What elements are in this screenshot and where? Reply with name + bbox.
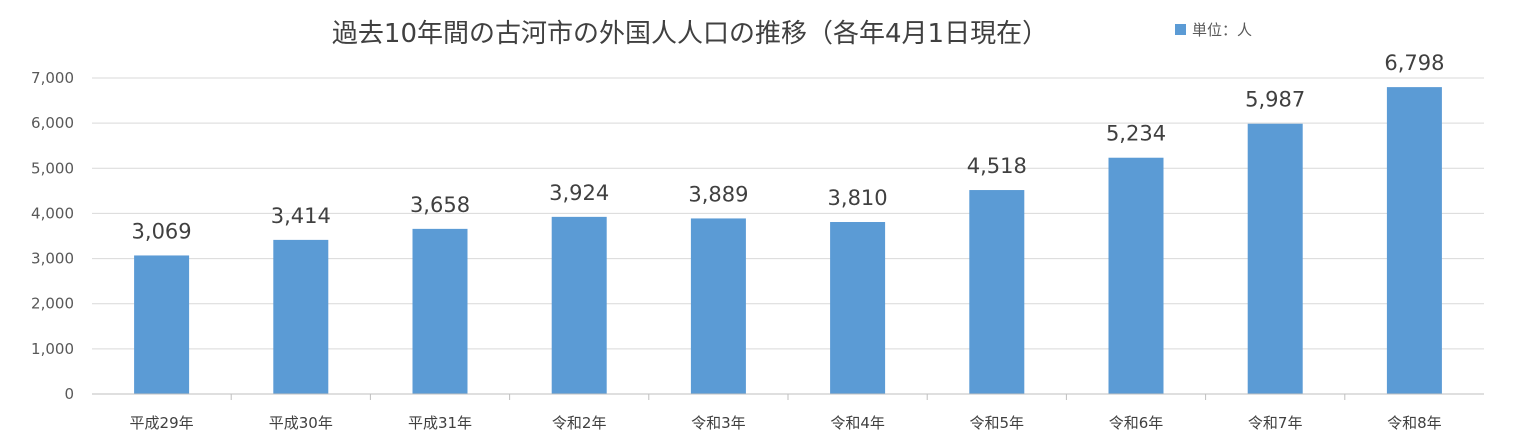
x-category-label: 令和5年 (970, 414, 1025, 432)
data-label: 3,658 (410, 193, 470, 217)
chart-title: 過去10年間の古河市の外国人人口の推移（各年4月1日現在） (332, 19, 1048, 49)
y-tick-label: 6,000 (31, 114, 74, 132)
x-category-label: 令和6年 (1109, 414, 1164, 432)
bar (1386, 87, 1442, 394)
y-axis-ticks: 0 1,000 2,000 3,000 4,000 5,000 6,000 7,000 (31, 69, 74, 403)
data-label: 6,798 (1384, 51, 1444, 75)
legend-label: 単位：人 (1192, 21, 1252, 39)
data-label: 5,234 (1106, 122, 1166, 146)
y-tick-label: 0 (64, 385, 74, 403)
data-label: 3,414 (271, 204, 331, 228)
y-tick-label: 2,000 (31, 295, 74, 313)
x-category-label: 令和2年 (552, 414, 607, 432)
y-tick-label: 4,000 (31, 204, 74, 222)
legend-swatch (1175, 24, 1186, 35)
x-category-label: 平成29年 (130, 414, 194, 432)
y-tick-label: 5,000 (31, 159, 74, 177)
bars (134, 87, 1442, 395)
data-label: 3,924 (549, 181, 609, 205)
bar (690, 218, 746, 394)
x-category-label: 平成30年 (269, 414, 333, 432)
bar (1247, 123, 1303, 395)
bar (1108, 157, 1164, 394)
bar (551, 216, 607, 394)
data-label: 3,889 (688, 182, 748, 206)
data-label: 5,987 (1245, 88, 1305, 112)
data-label: 4,518 (967, 154, 1027, 178)
bar (830, 222, 886, 394)
x-category-label: 令和8年 (1387, 414, 1442, 432)
data-labels: 3,069 3,414 3,658 3,924 3,889 3,810 4,518 5,234… (132, 51, 1445, 243)
data-label: 3,069 (132, 219, 192, 243)
x-category-label: 令和4年 (830, 414, 885, 432)
bar (273, 239, 329, 394)
x-category-label: 令和7年 (1248, 414, 1303, 432)
x-axis-categories: 平成29年 平成30年 平成31年 令和2年 令和3年 令和4年 令和5年 令和6年 令和7年 令… (130, 394, 1442, 432)
y-tick-label: 1,000 (31, 340, 74, 358)
y-tick-label: 3,000 (31, 250, 74, 268)
x-category-label: 平成31年 (408, 414, 472, 432)
x-category-label: 令和3年 (691, 414, 746, 432)
y-tick-label: 7,000 (31, 69, 74, 87)
bar (134, 255, 190, 394)
bar (412, 228, 468, 394)
data-label: 3,810 (828, 186, 888, 210)
bar (969, 190, 1025, 394)
